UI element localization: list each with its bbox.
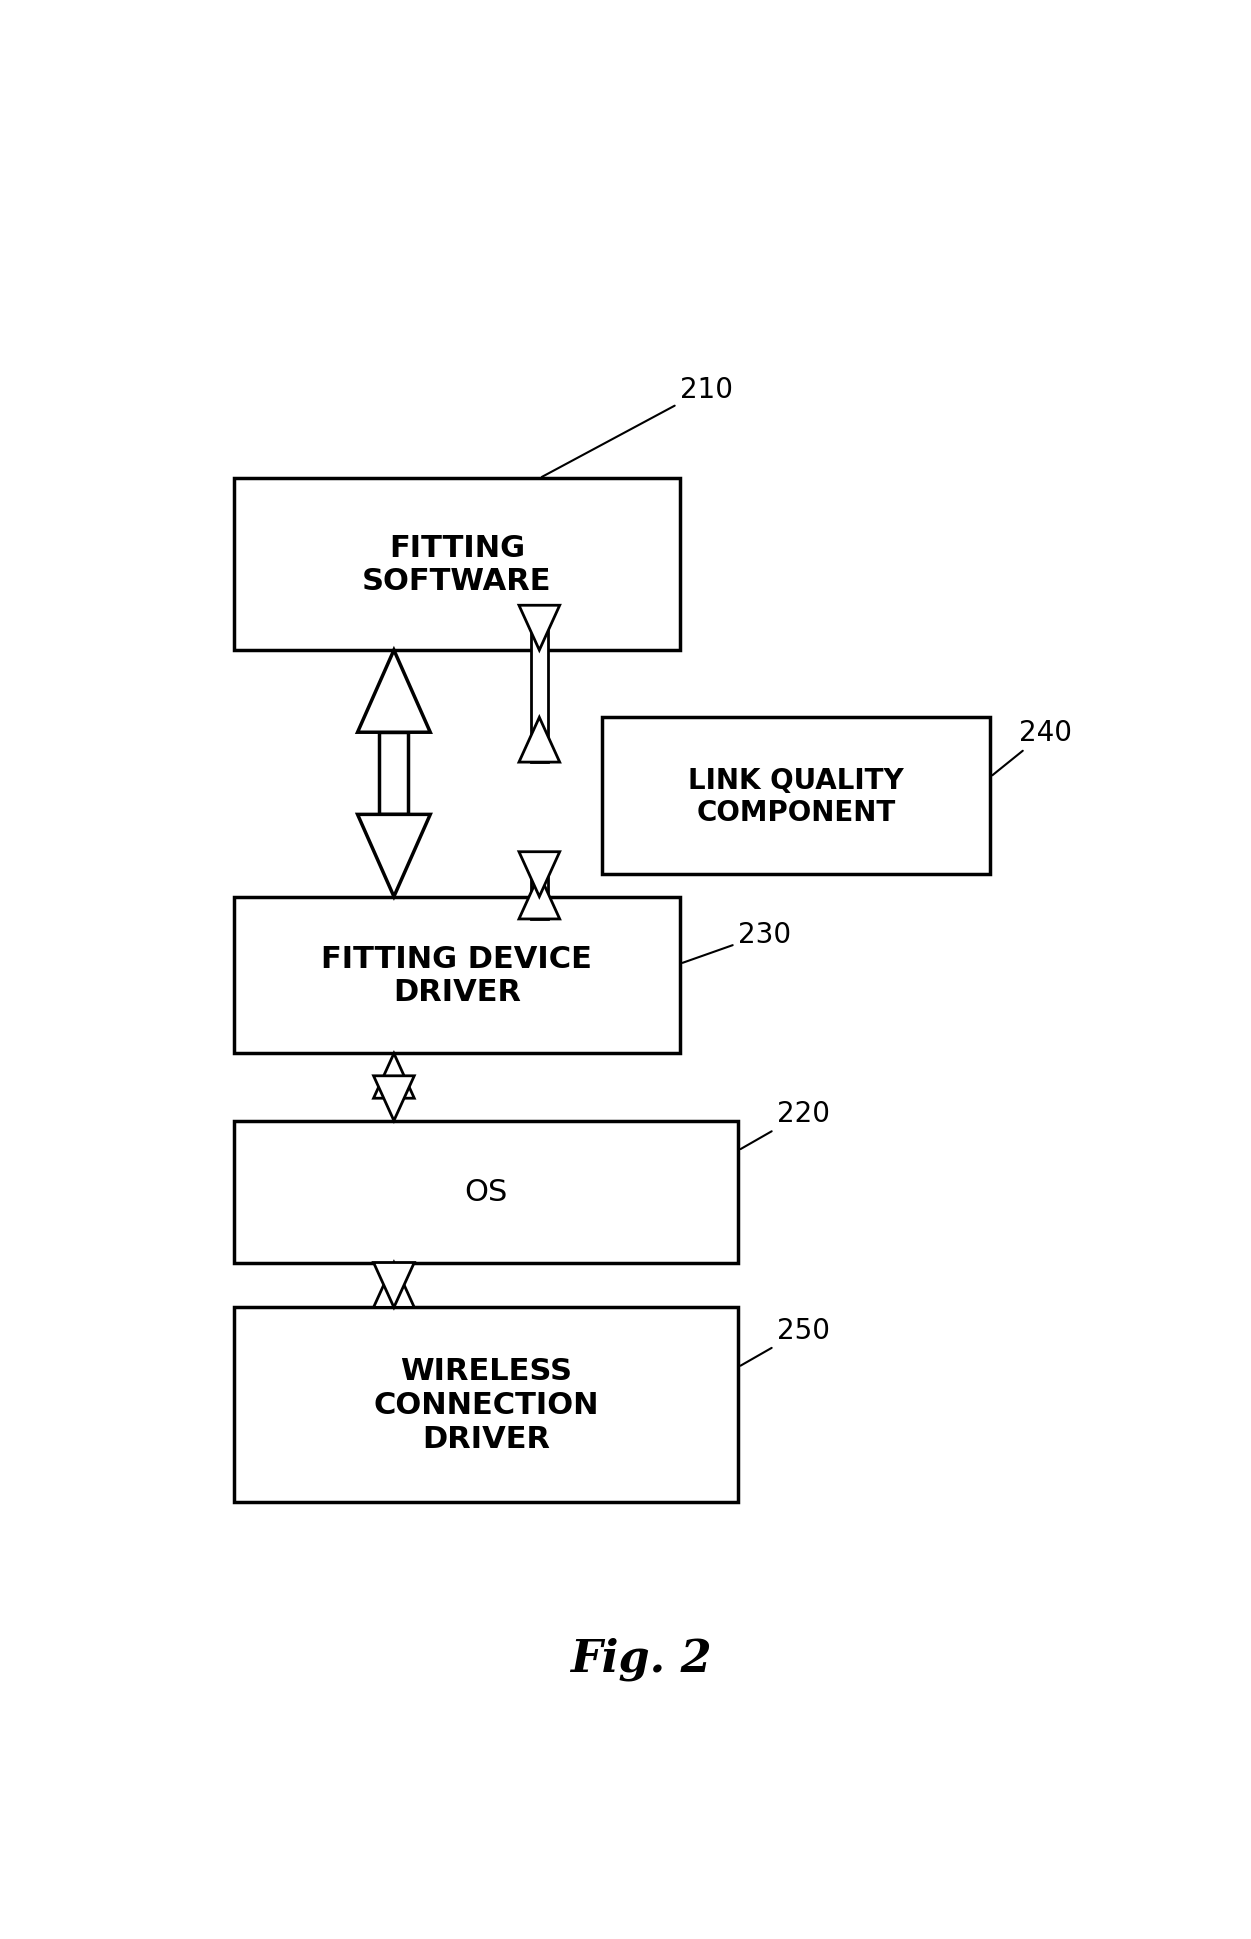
Text: FITTING DEVICE
DRIVER: FITTING DEVICE DRIVER [322, 944, 593, 1006]
Text: WIRELESS
CONNECTION
DRIVER: WIRELESS CONNECTION DRIVER [373, 1357, 599, 1452]
Text: OS: OS [464, 1177, 508, 1206]
Polygon shape [358, 652, 430, 733]
Text: 220: 220 [741, 1099, 829, 1150]
Text: LINK QUALITY
COMPONENT: LINK QUALITY COMPONENT [688, 766, 904, 826]
Polygon shape [519, 853, 559, 898]
Bar [234, 898, 681, 1055]
Bar [234, 1121, 738, 1262]
Bar [234, 1307, 738, 1503]
Polygon shape [519, 607, 559, 652]
Bar [234, 479, 681, 652]
Text: Fig. 2: Fig. 2 [570, 1637, 712, 1681]
Polygon shape [519, 874, 559, 919]
Polygon shape [374, 1055, 414, 1099]
Bar [385, 1262, 403, 1307]
Text: 250: 250 [741, 1317, 829, 1365]
Bar [530, 607, 548, 762]
Polygon shape [374, 1262, 414, 1307]
Text: FITTING
SOFTWARE: FITTING SOFTWARE [363, 533, 552, 595]
Bar [530, 853, 548, 919]
Polygon shape [374, 1262, 414, 1307]
Bar [603, 717, 991, 874]
Bar [385, 1076, 403, 1099]
Polygon shape [374, 1076, 414, 1121]
Text: 230: 230 [683, 921, 791, 964]
Text: 210: 210 [542, 376, 733, 477]
Bar [379, 733, 408, 814]
Polygon shape [358, 814, 430, 898]
Polygon shape [519, 717, 559, 762]
Text: 240: 240 [992, 719, 1072, 776]
